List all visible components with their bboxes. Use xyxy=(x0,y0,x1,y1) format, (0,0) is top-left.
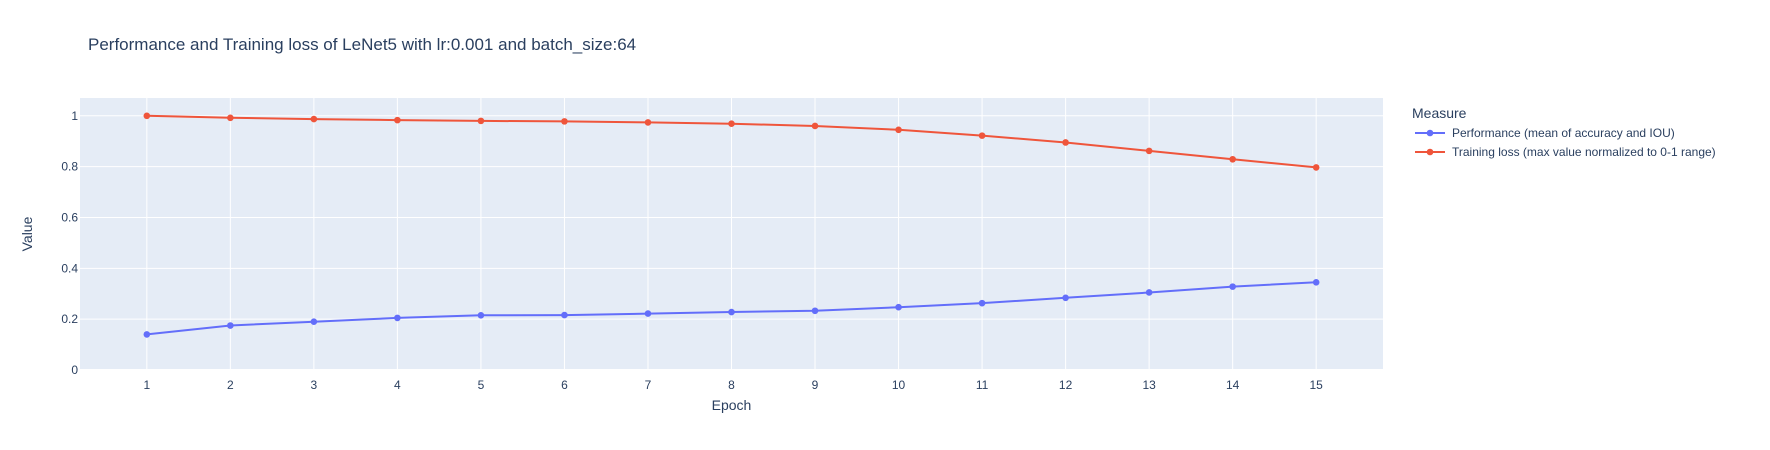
data-point-series-1 xyxy=(477,312,485,319)
data-point-series-2 xyxy=(728,120,735,127)
data-point-series-2 xyxy=(1062,139,1069,146)
x-axis-ticks: 1 2 3 4 5 6 7 8 9 10 11 12 13 14 15 xyxy=(143,378,1323,392)
y-tick-label: 0.6 xyxy=(61,210,78,224)
legend-swatch-marker xyxy=(1426,148,1434,156)
legend: Measure Performance (mean of accuracy an… xyxy=(1412,105,1716,159)
x-tick-label: 10 xyxy=(892,378,906,392)
data-point-series-2 xyxy=(644,119,652,126)
data-point-series-2 xyxy=(394,116,401,124)
data-point-series-1 xyxy=(811,307,819,315)
data-point-series-2 xyxy=(310,115,318,123)
x-tick-label: 14 xyxy=(1226,378,1240,392)
data-point-series-2 xyxy=(143,112,151,120)
data-point-series-2 xyxy=(1229,155,1236,163)
x-tick-label: 1 xyxy=(143,378,150,392)
series-group xyxy=(143,112,1320,338)
data-point-series-2 xyxy=(477,117,485,125)
y-tick-label: 1 xyxy=(71,109,78,123)
legend-items: Performance (mean of accuracy and IOU) Tr… xyxy=(1415,126,1716,159)
data-point-series-1 xyxy=(1145,289,1153,296)
legend-label: Performance (mean of accuracy and IOU) xyxy=(1452,126,1675,140)
x-tick-label: 7 xyxy=(645,378,652,392)
data-point-series-1 xyxy=(143,331,151,338)
data-point-series-2 xyxy=(227,114,234,122)
y-tick-label: 0.2 xyxy=(61,312,78,326)
legend-item-2[interactable]: Training loss (max value normalized to 0… xyxy=(1415,145,1716,159)
y-tick-label: 0 xyxy=(71,363,78,377)
data-point-series-1 xyxy=(561,311,568,319)
x-tick-label: 12 xyxy=(1059,378,1073,392)
data-point-series-2 xyxy=(561,118,568,125)
legend-title: Measure xyxy=(1412,105,1467,121)
data-point-series-2 xyxy=(895,126,902,134)
x-tick-label: 9 xyxy=(812,378,819,392)
x-tick-label: 6 xyxy=(561,378,568,392)
x-tick-label: 4 xyxy=(394,378,401,392)
x-tick-label: 11 xyxy=(976,378,989,392)
y-axis-ticks: 0 0.2 0.4 0.6 0.8 1 xyxy=(61,109,78,377)
x-tick-label: 2 xyxy=(227,378,234,392)
data-point-series-1 xyxy=(394,314,401,322)
data-point-series-1 xyxy=(1312,278,1320,286)
x-tick-label: 3 xyxy=(311,378,318,392)
y-axis-title: Value xyxy=(19,216,35,251)
x-tick-label: 5 xyxy=(478,378,485,392)
data-point-series-2 xyxy=(1145,147,1153,155)
grid-lines xyxy=(80,98,1383,371)
chart-title: Performance and Training loss of LeNet5 … xyxy=(88,35,636,54)
data-point-series-1 xyxy=(1229,283,1236,290)
y-tick-label: 0.8 xyxy=(61,160,78,174)
x-tick-label: 15 xyxy=(1309,378,1323,392)
data-point-series-2 xyxy=(811,122,819,130)
legend-swatch-marker xyxy=(1426,129,1434,137)
data-point-series-1 xyxy=(227,322,234,329)
data-point-series-2 xyxy=(1312,164,1320,171)
y-tick-label: 0.4 xyxy=(61,261,78,275)
data-point-series-1 xyxy=(895,303,902,311)
data-point-series-1 xyxy=(728,308,735,316)
data-point-series-1 xyxy=(978,299,986,307)
x-tick-label: 13 xyxy=(1142,378,1156,392)
data-point-series-2 xyxy=(978,132,986,139)
data-point-series-1 xyxy=(310,318,318,326)
data-point-series-1 xyxy=(1062,294,1069,302)
legend-label: Training loss (max value normalized to 0… xyxy=(1452,145,1716,159)
legend-item-1[interactable]: Performance (mean of accuracy and IOU) xyxy=(1415,126,1675,140)
data-point-series-1 xyxy=(644,310,652,317)
x-tick-label: 8 xyxy=(728,378,735,392)
x-axis-title: Epoch xyxy=(712,397,752,413)
